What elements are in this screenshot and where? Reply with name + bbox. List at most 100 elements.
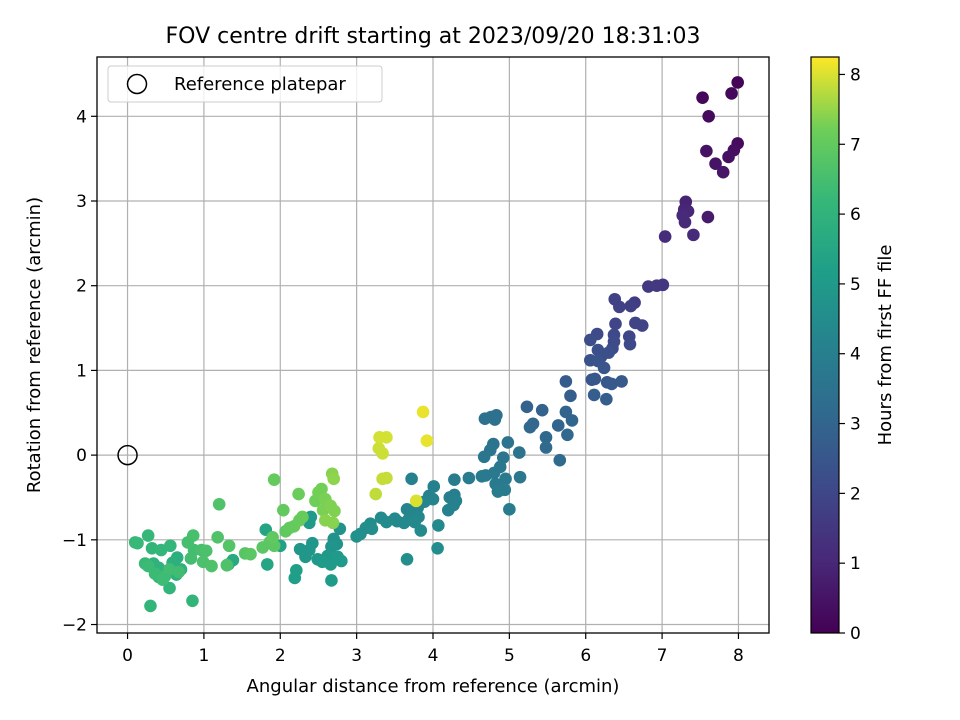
- x-tick-label: 0: [122, 646, 133, 666]
- data-point: [211, 530, 224, 544]
- data-point: [520, 400, 534, 414]
- data-point: [374, 511, 388, 525]
- data-point: [477, 450, 491, 464]
- data-point: [222, 539, 236, 553]
- x-tick-label: 1: [198, 646, 209, 666]
- data-point: [448, 473, 461, 486]
- data-point: [156, 573, 169, 586]
- data-point: [432, 519, 445, 532]
- data-point: [539, 431, 553, 444]
- colorbar: [810, 56, 840, 634]
- x-axis-label: Angular distance from reference (arcmin): [247, 676, 620, 697]
- y-tick-label: −2: [62, 616, 87, 636]
- x-tick-label: 3: [351, 646, 362, 666]
- data-point: [409, 494, 423, 508]
- colorbar-ticks: 0 1 2 3 4 5 6 7 8: [839, 65, 861, 644]
- data-point: [220, 558, 234, 572]
- data-point: [186, 594, 199, 608]
- data-point: [539, 441, 553, 454]
- data-point: [503, 503, 516, 516]
- data-point: [635, 319, 649, 332]
- colorbar-tick-label: 3: [850, 415, 861, 435]
- colorbar-tick-label: 1: [850, 554, 861, 574]
- data-point: [292, 487, 305, 501]
- data-point: [709, 157, 722, 171]
- y-axis-label: Rotation from reference (arcmin): [24, 197, 45, 493]
- legend-entry-reference-platepar: Reference platepar: [174, 74, 346, 95]
- data-point: [267, 473, 281, 486]
- data-point: [462, 471, 476, 485]
- data-point: [296, 510, 309, 524]
- data-point: [420, 434, 434, 448]
- data-point: [696, 91, 709, 104]
- data-point: [725, 87, 738, 100]
- data-point: [565, 414, 579, 427]
- data-point: [315, 482, 328, 496]
- data-point: [588, 372, 602, 386]
- data-point: [475, 469, 489, 483]
- data-point: [327, 472, 341, 486]
- data-point: [624, 299, 638, 313]
- data-point: [427, 480, 441, 493]
- colorbar-tick-label: 0: [850, 624, 861, 644]
- data-point: [315, 555, 329, 569]
- data-point: [587, 388, 601, 402]
- x-tick-label: 7: [657, 646, 668, 666]
- data-point: [559, 375, 573, 388]
- legend: Reference platepar: [107, 65, 383, 103]
- data-point: [687, 228, 700, 242]
- colorbar-tick-label: 6: [850, 205, 861, 225]
- data-point: [501, 436, 515, 449]
- data-point: [380, 471, 393, 485]
- data-point: [431, 541, 444, 555]
- data-point: [172, 565, 186, 579]
- data-point: [244, 547, 257, 561]
- data-point: [564, 389, 577, 403]
- y-tick-label: 0: [76, 446, 87, 466]
- data-point: [369, 487, 383, 501]
- data-point: [608, 292, 622, 306]
- y-tick-label: −1: [62, 531, 87, 551]
- data-point: [163, 581, 176, 595]
- data-point: [526, 417, 540, 431]
- data-points: [128, 76, 744, 613]
- data-point: [212, 497, 226, 511]
- data-point: [491, 485, 505, 498]
- data-point: [288, 571, 302, 585]
- data-point: [700, 144, 713, 158]
- legend-marker: [126, 73, 148, 95]
- x-tick-label: 2: [275, 646, 286, 666]
- data-point: [277, 503, 290, 517]
- colorbar-tick-label: 5: [850, 275, 861, 295]
- data-point: [199, 544, 213, 558]
- x-tick-label: 8: [733, 646, 744, 666]
- data-point: [561, 428, 574, 442]
- data-point: [642, 280, 655, 293]
- data-point: [551, 419, 565, 432]
- data-point: [615, 375, 628, 388]
- data-point: [441, 503, 455, 517]
- data-point: [722, 150, 735, 164]
- data-point: [186, 529, 200, 542]
- data-point: [325, 574, 338, 587]
- data-point: [701, 210, 715, 224]
- data-point: [365, 522, 379, 536]
- reference-platepar-marker: [117, 444, 138, 466]
- data-point: [658, 230, 672, 243]
- x-tick-label: 6: [580, 646, 591, 666]
- data-point: [326, 516, 340, 530]
- data-point: [400, 553, 414, 566]
- colorbar-tick-label: 2: [850, 484, 861, 504]
- y-axis-ticks: −2 −1 0 1 2 3 4: [62, 107, 97, 636]
- data-point: [600, 392, 613, 406]
- data-point: [478, 412, 492, 425]
- data-point: [702, 109, 715, 123]
- data-point: [405, 472, 418, 486]
- y-tick-label: 2: [76, 277, 87, 297]
- colorbar-label: Hours from first FF file: [875, 245, 896, 446]
- x-axis-ticks: 0 1 2 3 4 5 6 7 8: [122, 633, 744, 666]
- data-point: [487, 466, 501, 480]
- data-point: [499, 472, 512, 486]
- legend-box: [107, 65, 383, 103]
